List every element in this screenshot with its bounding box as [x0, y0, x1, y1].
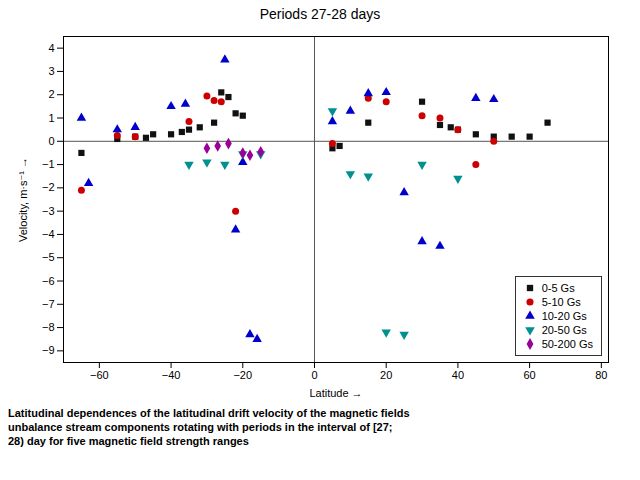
svg-text:−5: −5 — [42, 251, 55, 263]
html-text:Periods 27-28 days: Periods 27-28 days — [259, 6, 381, 22]
svg-text:−6: −6 — [42, 275, 55, 287]
svg-text:20: 20 — [380, 369, 392, 381]
svg-text:−60: −60 — [90, 369, 109, 381]
html-text:Latitudinal dependences of the: Latitudinal dependences of the latitudin… — [8, 407, 410, 447]
svg-text:60: 60 — [523, 369, 535, 381]
svg-text:4: 4 — [48, 42, 54, 54]
html-text:50-200 Gs: 50-200 Gs — [541, 338, 593, 350]
svg-text:−8: −8 — [42, 321, 55, 333]
html-text:10-20 Gs: 10-20 Gs — [541, 310, 587, 322]
svg-text:−2: −2 — [42, 181, 55, 193]
svg-text:2: 2 — [48, 88, 54, 100]
svg-text:−1: −1 — [42, 158, 55, 170]
svg-text:−7: −7 — [42, 298, 55, 310]
svg-text:Latitude →: Latitude → — [309, 387, 362, 399]
svg-text:40: 40 — [452, 369, 464, 381]
html-text:20-50 Gs: 20-50 Gs — [541, 324, 587, 336]
svg-text:0: 0 — [48, 135, 54, 147]
svg-text:−4: −4 — [42, 228, 55, 240]
svg-text:1: 1 — [48, 112, 54, 124]
html-text:5-10 Gs: 5-10 Gs — [541, 296, 581, 308]
html-text:0-5 Gs: 0-5 Gs — [541, 282, 575, 294]
svg-text:0: 0 — [311, 369, 317, 381]
svg-text:−9: −9 — [42, 344, 55, 356]
svg-text:3: 3 — [48, 65, 54, 77]
svg-text:80: 80 — [595, 369, 607, 381]
svg-text:−20: −20 — [233, 369, 252, 381]
svg-text:−3: −3 — [42, 205, 55, 217]
svg-text:−40: −40 — [162, 369, 181, 381]
svg-text:Velocity, m·s⁻¹ →: Velocity, m·s⁻¹ → — [17, 157, 29, 242]
